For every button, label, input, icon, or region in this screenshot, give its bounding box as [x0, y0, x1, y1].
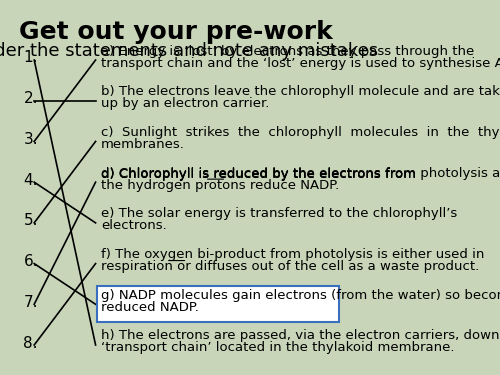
- Text: d) Chlorophyll is reduced by the electrons from photolysis and: d) Chlorophyll is reduced by the electro…: [101, 166, 500, 180]
- Text: electrons.: electrons.: [101, 219, 166, 232]
- Text: the hydrogen protons reduce NADP.: the hydrogen protons reduce NADP.: [101, 178, 339, 192]
- Text: 1.: 1.: [24, 51, 38, 66]
- Text: 3.: 3.: [24, 132, 38, 147]
- Text: c)  Sunlight  strikes  the  chlorophyll  molecules  in  the  thylakoid: c) Sunlight strikes the chlorophyll mole…: [101, 126, 500, 139]
- FancyBboxPatch shape: [97, 286, 339, 322]
- Text: 7.: 7.: [24, 295, 38, 310]
- Text: a) Energy is ‘lost’ by electrons as they pass through the: a) Energy is ‘lost’ by electrons as they…: [101, 45, 474, 57]
- Text: Get out your pre-work: Get out your pre-work: [19, 20, 332, 44]
- Text: transport chain and the ‘lost’ energy is used to synthesise ATP.: transport chain and the ‘lost’ energy is…: [101, 57, 500, 69]
- Text: Order the statements and note any mistakes: Order the statements and note any mistak…: [0, 42, 378, 60]
- Text: reduced NADP.: reduced NADP.: [101, 301, 199, 314]
- Text: membranes.: membranes.: [101, 138, 185, 151]
- Text: e) The solar energy is transferred to the chlorophyll’s: e) The solar energy is transferred to th…: [101, 207, 457, 220]
- Text: 5.: 5.: [24, 213, 38, 228]
- Text: g) NADP molecules gain electrons (from the water) so become: g) NADP molecules gain electrons (from t…: [101, 289, 500, 302]
- Text: f) The oxygen bi-product from photolysis is either used in: f) The oxygen bi-product from photolysis…: [101, 248, 484, 261]
- Text: 4.: 4.: [24, 172, 38, 188]
- Text: respiration or diffuses out of the cell as a waste product.: respiration or diffuses out of the cell …: [101, 260, 479, 273]
- Text: d) Chlorophyll is reduced by the electrons from: d) Chlorophyll is reduced by the electro…: [101, 168, 420, 181]
- Text: b) The electrons leave the chlorophyll molecule and are taken: b) The electrons leave the chlorophyll m…: [101, 85, 500, 98]
- Text: ‘transport chain’ located in the thylakoid membrane.: ‘transport chain’ located in the thylako…: [101, 342, 455, 354]
- Text: d) Chlorophyll is reduced by the electrons from: d) Chlorophyll is reduced by the electro…: [101, 168, 420, 181]
- Text: 2.: 2.: [24, 91, 38, 106]
- Text: up by an electron carrier.: up by an electron carrier.: [101, 97, 270, 110]
- Text: h) The electrons are passed, via the electron carriers, down a: h) The electrons are passed, via the ele…: [101, 330, 500, 342]
- Text: 6.: 6.: [24, 254, 38, 269]
- Text: 8.: 8.: [24, 336, 38, 351]
